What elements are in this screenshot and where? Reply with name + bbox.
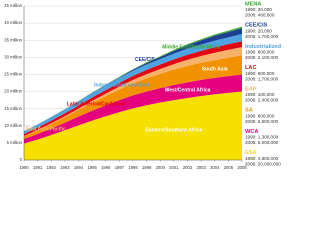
x-tick-label: 2006	[237, 165, 247, 170]
x-tick-label: 2002	[183, 165, 193, 170]
panel-label: LAC	[245, 65, 257, 71]
panel-label: EAP	[245, 86, 257, 92]
y-tick-label: 10 million	[4, 123, 22, 128]
area-label: Eastern/Southern Africa	[145, 127, 202, 133]
x-tick-label: 1999	[142, 165, 152, 170]
panel-start: 1990: 4,800,000	[245, 156, 279, 161]
panel-end: 2006: 1,700,000	[245, 34, 279, 39]
y-tick-label: 20 million	[4, 89, 22, 94]
panel-end: 2006: 20,000,000	[245, 161, 281, 166]
panel-label: Industrialized	[245, 44, 282, 50]
x-tick-label: 1992	[47, 165, 57, 170]
area-label: Middle East/North Africa	[162, 45, 220, 51]
panel-label: SA	[245, 108, 253, 114]
x-tick-label: 2001	[169, 165, 179, 170]
panel-start: 1990: 100,000	[245, 92, 275, 97]
panel-start: 1990: 600,000	[245, 71, 275, 76]
panel-start: 1990: 30,000	[245, 7, 272, 12]
area-label: South Asia	[202, 66, 228, 72]
panel-start: 1990: 1,300,000	[245, 135, 279, 140]
panel-start: 1990: 20,000	[245, 28, 272, 33]
panel-end: 2006: 5,000,000	[245, 140, 279, 145]
panel-start: 1990: 800,000	[245, 50, 275, 55]
area-label: Latin America/Caribbean	[67, 102, 126, 108]
y-tick-label: 5 million	[7, 140, 23, 145]
area	[24, 74, 242, 144]
panel-end: 2006: 460,000	[245, 13, 275, 18]
y-tick-label: 35 million	[4, 37, 22, 42]
panel-label: ESA	[245, 150, 257, 156]
x-tick-label: 1995	[87, 165, 97, 170]
y-tick-label: 45 million	[4, 3, 22, 8]
panel-end: 2006: 1,700,000	[245, 76, 279, 81]
x-tick-label: 1994	[74, 165, 84, 170]
y-tick-label: 40 million	[4, 20, 22, 25]
x-tick-label: 1993	[60, 165, 70, 170]
area-label: West/Central Africa	[165, 88, 211, 94]
x-tick-label: 1997	[115, 165, 125, 170]
y-tick-label: 0	[20, 157, 23, 162]
area-label: CEE/CIS	[135, 57, 156, 63]
x-tick-label: 1991	[33, 165, 43, 170]
area	[24, 34, 242, 134]
panel-label: CEE/CIS	[245, 23, 268, 29]
x-tick-label: 1996	[101, 165, 111, 170]
area	[24, 55, 242, 140]
area	[24, 41, 242, 137]
panel-label: MENA	[245, 1, 261, 7]
y-tick-label: 30 million	[4, 54, 22, 59]
x-tick-label: 2000	[156, 165, 166, 170]
panel-end: 2006: 2,100,000	[245, 55, 279, 60]
area	[24, 91, 242, 160]
x-tick-label: 2003	[196, 165, 206, 170]
x-tick-label: 1990	[19, 165, 29, 170]
y-tick-label: 25 million	[4, 72, 22, 77]
y-tick-label: 15 million	[4, 106, 22, 111]
panel-label: WCA	[245, 129, 258, 135]
area	[24, 28, 242, 132]
panel-end: 2006: 5,600,000	[245, 119, 279, 124]
x-tick-label: 2004	[210, 165, 220, 170]
x-tick-label: 2005	[224, 165, 234, 170]
area-label: Industrialized countries	[94, 82, 150, 88]
chart: 0 5 million 10 million 15 million 20 million…	[4, 1, 282, 170]
panel-end: 2006: 2,400,000	[245, 98, 279, 103]
area	[24, 47, 242, 137]
x-tick-label: 1998	[128, 165, 138, 170]
area-label: East Asia/Pacific	[26, 126, 66, 132]
panel-start: 1990: 800,000	[245, 113, 275, 118]
